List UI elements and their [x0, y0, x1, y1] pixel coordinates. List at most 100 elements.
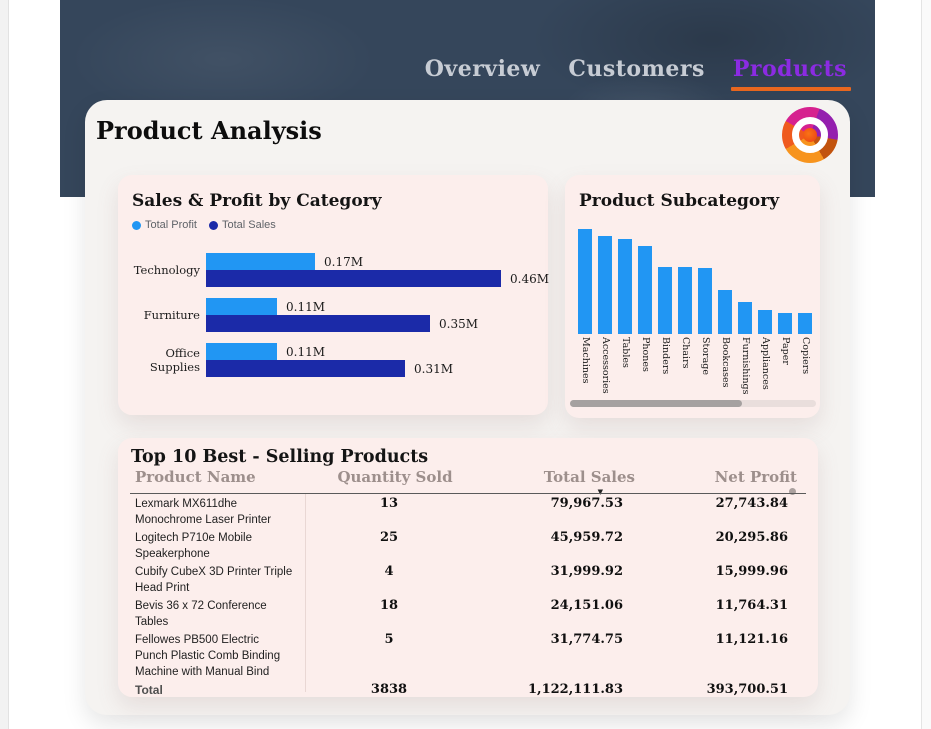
quantity-cell: 3838	[370, 682, 408, 697]
quantity-cell: 5	[384, 632, 394, 647]
bar-total-sales[interactable]	[206, 360, 405, 377]
window-left-gutter	[0, 0, 9, 729]
bar-total-sales[interactable]	[206, 315, 430, 332]
column-header-product-name[interactable]: Product Name	[135, 468, 256, 486]
total-sales-cell: 79,967.53	[550, 496, 623, 511]
sales-profit-title: Sales & Profit by Category	[132, 191, 382, 211]
legend-dot-icon	[132, 220, 141, 230]
table-row[interactable]: Lexmark MX611dhe Monochrome Laser Printe…	[130, 495, 806, 529]
table-column-divider	[305, 494, 306, 692]
product-name-cell: Bevis 36 x 72 Conference Tables	[135, 600, 267, 628]
subcategory-label-furnishings: Furnishings	[740, 337, 751, 395]
table-row[interactable]: Cubify CubeX 3D Printer Triple Head Prin…	[130, 563, 806, 597]
bar-value-label: 0.17M	[324, 254, 364, 269]
total-sales-cell: 31,774.75	[550, 632, 623, 647]
legend-item-total-sales[interactable]: Total Sales	[208, 219, 276, 231]
nav-item-products[interactable]: Products	[730, 56, 851, 91]
legend-label: Total Sales	[221, 219, 276, 231]
total-sales-cell: 1,122,111.83	[528, 682, 623, 697]
table-scrollbar-thumb[interactable]	[789, 488, 796, 495]
subcategory-bar-accessories[interactable]	[598, 236, 612, 334]
nav-item-customers[interactable]: Customers	[568, 56, 705, 82]
product-name-cell: Fellowes PB500 Electric Punch Plastic Co…	[135, 634, 281, 678]
subcategory-bar-chart	[578, 229, 812, 334]
subcategory-bar-chairs[interactable]	[678, 267, 692, 334]
hbar-group-technology: Technology 0.17M 0.46M	[118, 253, 550, 287]
net-profit-cell: 393,700.51	[706, 682, 788, 697]
table-row[interactable]: Logitech P710e Mobile Speakerphone 25 45,9…	[130, 529, 806, 563]
subcategory-bar-copiers[interactable]	[798, 313, 812, 334]
window-right-scrollbar-track[interactable]	[921, 0, 931, 729]
subcategory-bar-storage[interactable]	[698, 268, 712, 334]
table-header-divider	[130, 493, 806, 494]
subcategory-bar-furnishings[interactable]	[738, 302, 752, 334]
bar-total-profit[interactable]	[206, 298, 277, 315]
net-profit-cell: 11,121.16	[715, 632, 788, 647]
bar-total-profit[interactable]	[206, 253, 315, 270]
subcategory-label-copiers: Copiers	[800, 337, 811, 375]
subcategory-label-machines: Machines	[580, 337, 591, 384]
table-row[interactable]: Bevis 36 x 72 Conference Tables 18 24,151.…	[130, 597, 806, 631]
table-total-row[interactable]: Total 3838 1,122,111.83 393,700.51	[130, 681, 806, 699]
hbar-group-office-supplies: Office Supplies 0.11M 0.31M	[118, 343, 548, 377]
column-header-quantity-sold[interactable]: Quantity Sold	[337, 468, 453, 486]
brand-logo-icon	[782, 107, 838, 163]
bar-value-label: 0.46M	[510, 271, 550, 286]
subcategory-label-accessories: Accessories	[600, 337, 611, 394]
nav-item-overview[interactable]: Overview	[424, 56, 541, 82]
product-name-cell: Lexmark MX611dhe Monochrome Laser Printe…	[135, 498, 272, 526]
quantity-cell: 13	[379, 496, 399, 511]
bar-total-profit[interactable]	[206, 343, 277, 360]
total-sales-cell: 31,999.92	[550, 564, 623, 579]
top-navigation: Overview Customers Products	[424, 56, 851, 91]
quantity-cell: 25	[379, 530, 399, 545]
logo-ring	[792, 117, 828, 153]
subcategory-bar-phones[interactable]	[638, 246, 652, 334]
subcategory-label-binders: Binders	[660, 337, 671, 375]
subcategory-scrollbar-track[interactable]	[570, 400, 816, 407]
hero-banner: Overview Customers Products	[60, 0, 875, 197]
column-header-net-profit[interactable]: Net Profit	[714, 468, 797, 486]
bar-total-sales[interactable]	[206, 270, 501, 287]
subcategory-label-storage: Storage	[700, 337, 711, 375]
table-body: Lexmark MX611dhe Monochrome Laser Printe…	[130, 495, 806, 699]
page-title: Product Analysis	[96, 116, 322, 145]
subcategory-label-bookcases: Bookcases	[720, 337, 731, 388]
subcategory-bar-bookcases[interactable]	[718, 290, 732, 334]
subcategory-bar-appliances[interactable]	[758, 310, 772, 334]
table-row[interactable]: Fellowes PB500 Electric Punch Plastic Co…	[130, 631, 806, 681]
subcategory-bar-paper[interactable]	[778, 313, 792, 334]
active-nav-underline	[730, 87, 851, 91]
subcategory-label-tables: Tables	[620, 337, 631, 368]
legend-item-total-profit[interactable]: Total Profit	[132, 219, 197, 231]
subcategory-label-phones: Phones	[640, 337, 651, 372]
hbar-group-furniture: Furniture 0.11M 0.35M	[118, 298, 548, 332]
category-label: Furniture	[143, 308, 200, 322]
subcategory-bar-machines[interactable]	[578, 229, 592, 334]
subcategory-axis-labels: Machines Accessories Tables Phones Binders Ch…	[578, 337, 812, 399]
column-header-total-sales[interactable]: Total Sales ▼	[543, 468, 635, 496]
subcategory-bar-tables[interactable]	[618, 239, 632, 334]
subcategory-title: Product Subcategory	[579, 191, 780, 211]
net-profit-cell: 20,295.86	[715, 530, 788, 545]
total-label: Total	[135, 683, 163, 697]
subcategory-scrollbar-thumb[interactable]	[570, 400, 742, 407]
legend-label: Total Profit	[145, 219, 197, 231]
bar-value-label: 0.11M	[286, 344, 326, 359]
chart-legend: Total Profit Total Sales	[132, 219, 276, 231]
category-label: Office Supplies	[149, 346, 200, 374]
main-card: Product Analysis Sales & Profit by Categ…	[85, 100, 850, 715]
sort-descending-icon: ▼	[597, 487, 603, 496]
subcategory-label-chairs: Chairs	[680, 337, 691, 369]
net-profit-cell: 15,999.96	[715, 564, 788, 579]
quantity-cell: 18	[379, 598, 399, 613]
quantity-cell: 4	[384, 564, 394, 579]
total-sales-cell: 24,151.06	[550, 598, 623, 613]
sales-profit-panel: Sales & Profit by Category Total Profit T…	[118, 175, 550, 415]
net-profit-cell: 27,743.84	[715, 496, 788, 511]
bar-value-label: 0.11M	[286, 299, 326, 314]
subcategory-label-paper: Paper	[780, 337, 791, 365]
product-name-cell: Logitech P710e Mobile Speakerphone	[135, 532, 252, 560]
subcategory-bar-binders[interactable]	[658, 267, 672, 334]
